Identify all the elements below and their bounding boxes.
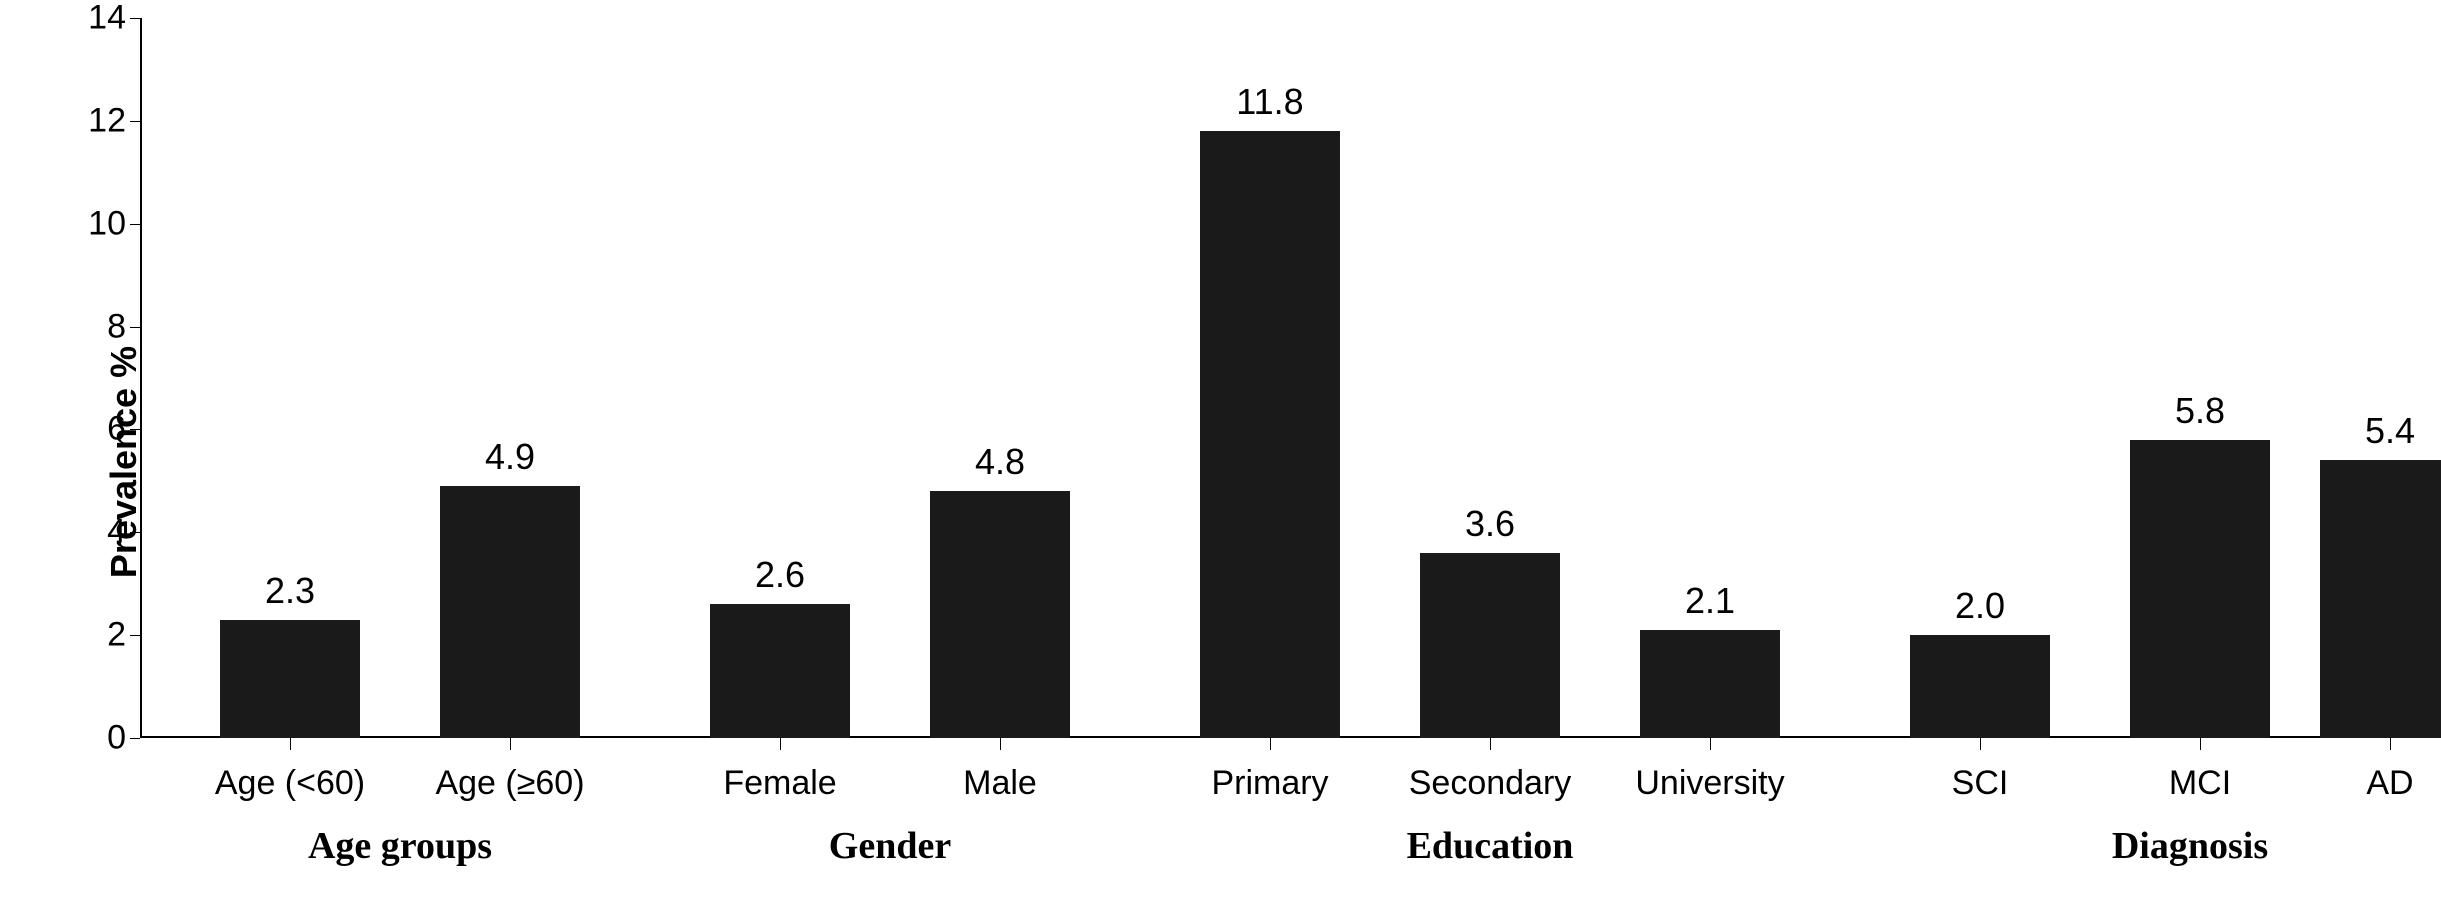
x-tick-mark — [1980, 738, 1981, 750]
x-category-label: Female — [723, 764, 836, 803]
bar-value-label: 2.6 — [755, 554, 805, 596]
x-group-label: Diagnosis — [2112, 824, 2268, 868]
x-category-label: Primary — [1211, 764, 1328, 803]
bar-value-label: 3.6 — [1465, 503, 1515, 545]
x-category-label: Age (≥60) — [435, 764, 584, 803]
x-category-label: MCI — [2169, 764, 2231, 803]
x-category-label: Secondary — [1409, 764, 1572, 803]
y-tick-label: 6 — [107, 410, 140, 449]
x-group-label: Education — [1407, 824, 1574, 868]
bar — [1640, 630, 1780, 738]
x-tick-mark — [2390, 738, 2391, 750]
x-category-label: University — [1635, 764, 1784, 803]
plot-area: 024681012142.3Age (<60)4.9Age (≥60)2.6Fe… — [140, 18, 2420, 738]
bar — [2320, 460, 2441, 738]
x-group-label: Gender — [829, 824, 951, 868]
bar-value-label: 2.3 — [265, 570, 315, 612]
y-tick-label: 2 — [107, 616, 140, 655]
x-tick-mark — [780, 738, 781, 750]
x-tick-mark — [2200, 738, 2201, 750]
x-group-label: Age groups — [308, 824, 492, 868]
x-tick-mark — [1270, 738, 1271, 750]
y-tick-label: 4 — [107, 513, 140, 552]
bar — [1910, 635, 2050, 738]
y-axis-line — [140, 18, 142, 738]
y-tick-label: 10 — [88, 204, 140, 243]
prevalence-bar-chart: Prevalence % 024681012142.3Age (<60)4.9A… — [0, 0, 2441, 923]
x-category-label: Age (<60) — [215, 764, 365, 803]
x-tick-mark — [510, 738, 511, 750]
x-category-label: SCI — [1952, 764, 2009, 803]
x-category-label: AD — [2366, 764, 2413, 803]
y-tick-label: 8 — [107, 307, 140, 346]
bar-value-label: 4.8 — [975, 441, 1025, 483]
bar — [1200, 131, 1340, 738]
bar — [710, 604, 850, 738]
x-tick-mark — [1000, 738, 1001, 750]
x-tick-mark — [290, 738, 291, 750]
x-tick-mark — [1710, 738, 1711, 750]
bar-value-label: 2.1 — [1685, 580, 1735, 622]
y-tick-label: 0 — [107, 719, 140, 758]
bar-value-label: 2.0 — [1955, 585, 2005, 627]
bar — [1420, 553, 1560, 738]
x-category-label: Male — [963, 764, 1037, 803]
bar-value-label: 5.8 — [2175, 390, 2225, 432]
bar — [930, 491, 1070, 738]
y-tick-label: 14 — [88, 0, 140, 38]
x-tick-mark — [1490, 738, 1491, 750]
bar-value-label: 4.9 — [485, 436, 535, 478]
bar-value-label: 5.4 — [2365, 410, 2415, 452]
bar — [2130, 440, 2270, 738]
bar — [440, 486, 580, 738]
bar-value-label: 11.8 — [1236, 81, 1303, 123]
y-tick-label: 12 — [88, 101, 140, 140]
bar — [220, 620, 360, 738]
